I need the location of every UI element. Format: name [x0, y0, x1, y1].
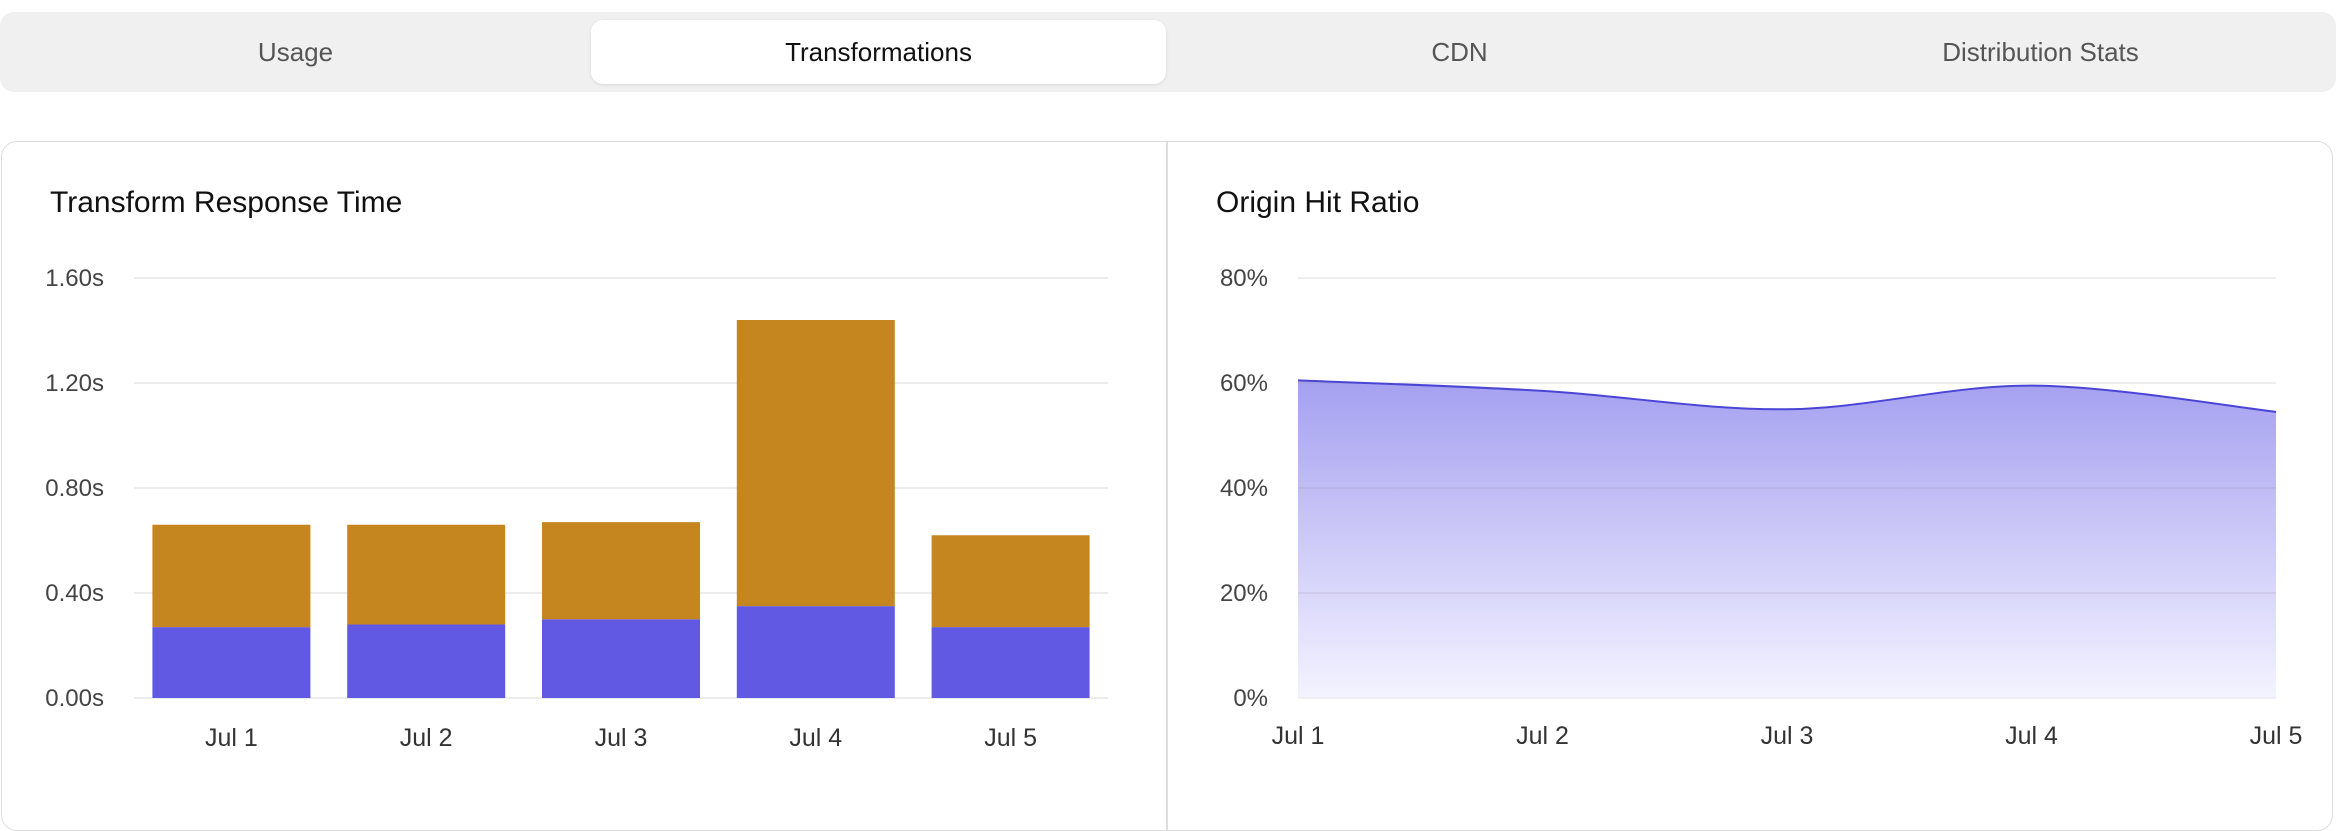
- tab-usage[interactable]: Usage: [257, 36, 334, 67]
- bar-segment-upper[interactable]: [542, 522, 700, 620]
- x-tick-label: Jul 1: [205, 724, 258, 752]
- response-time-title: Transform Response Time: [50, 186, 403, 219]
- y-tick-label: 1.20s: [45, 370, 104, 397]
- y-tick-label: 0.00s: [45, 685, 104, 712]
- x-tick-label: Jul 4: [789, 724, 842, 752]
- bar-segment-upper[interactable]: [931, 535, 1090, 628]
- tab-cdn[interactable]: CDN: [1431, 36, 1488, 67]
- x-tick-label: Jul 3: [595, 724, 648, 752]
- bar-segment-lower[interactable]: [931, 627, 1090, 698]
- bar-segment-upper[interactable]: [736, 320, 895, 607]
- y-tick-label: 0.80s: [45, 475, 104, 502]
- x-tick-label: Jul 5: [984, 724, 1037, 752]
- bar-segment-upper[interactable]: [347, 524, 506, 625]
- bar-segment-lower[interactable]: [347, 624, 506, 699]
- tab-distribution-stats[interactable]: Distribution Stats: [1942, 36, 2139, 67]
- x-tick-label: Jul 2: [400, 724, 453, 752]
- tab-bar: Usage Transformations CDN Distribution S…: [0, 12, 2336, 92]
- response-time-chart: 0.00s 0.40s 0.80s 1.20s 1.60s Jul 1 Jul 2 Jul 3…: [45, 265, 1108, 752]
- hit-ratio-title: Origin Hit Ratio: [1216, 186, 1420, 219]
- y-tick-label: 0.40s: [45, 580, 104, 607]
- tab-transformations[interactable]: Transformations: [591, 20, 1166, 84]
- bar-segment-lower[interactable]: [152, 627, 311, 698]
- bar-segment-upper[interactable]: [152, 524, 311, 628]
- y-tick-label: 1.60s: [45, 265, 104, 292]
- bar-segment-lower[interactable]: [736, 606, 895, 698]
- bar-segment-lower[interactable]: [542, 619, 700, 698]
- panel-divider: [1166, 141, 1168, 831]
